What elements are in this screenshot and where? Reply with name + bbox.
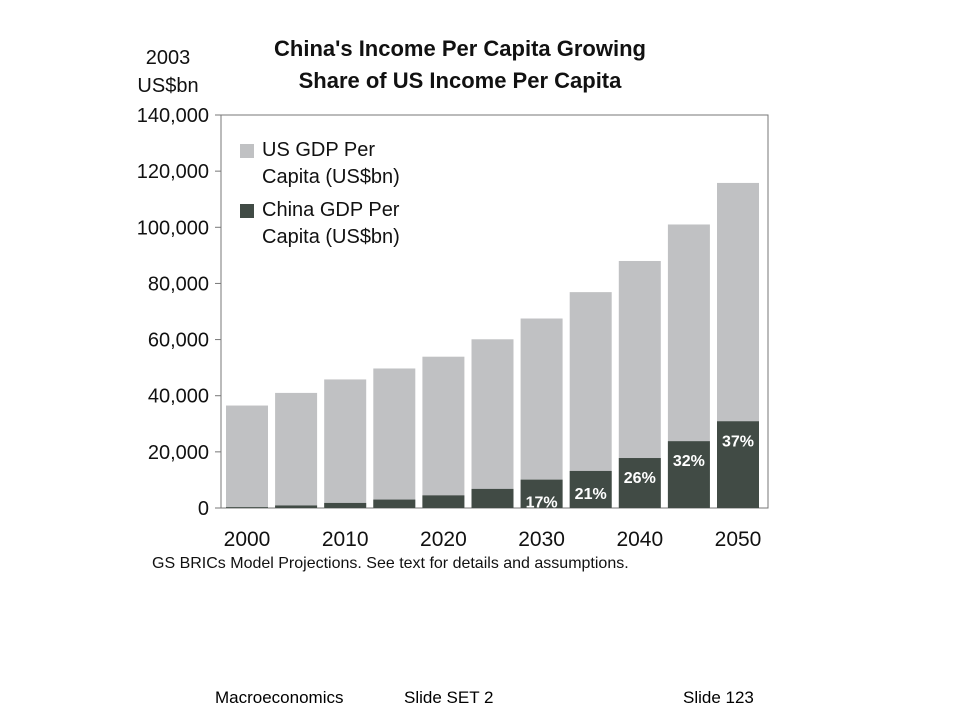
legend-swatch-china (240, 204, 254, 218)
chart-title-line1: China's Income Per Capita Growing (274, 36, 646, 61)
legend-swatch-us (240, 144, 254, 158)
china-gdp-bar (324, 502, 367, 508)
us-gdp-bar (226, 405, 268, 508)
share-annotation: 21% (575, 486, 607, 503)
x-tick-label: 2000 (224, 528, 271, 551)
chart-title-line2: Share of US Income Per Capita (299, 68, 623, 93)
y-tick-label: 140,000 (137, 105, 209, 127)
x-tick-label: 2040 (616, 528, 663, 551)
china-gdp-bar (275, 505, 318, 508)
y-tick-label: 40,000 (148, 386, 209, 408)
us-gdp-bar (373, 368, 416, 508)
share-annotation: 26% (624, 470, 656, 487)
china-gdp-bar (618, 458, 661, 508)
legend-label: Capita (US$bn) (262, 226, 400, 248)
china-gdp-bar (471, 488, 514, 508)
china-gdp-bar (226, 507, 268, 508)
legend-label: US GDP Per (262, 139, 375, 161)
y-tick-label: 100,000 (137, 217, 209, 239)
legend-label: Capita (US$bn) (262, 166, 400, 188)
china-gdp-bar (717, 421, 759, 508)
us-gdp-bar (471, 339, 514, 508)
share-annotation: 32% (673, 453, 705, 470)
y-axis-label-line2: US$bn (137, 75, 198, 97)
footer-slide-set: Slide SET 2 (404, 688, 494, 707)
us-gdp-bar (422, 356, 465, 508)
legend: US GDP Per Capita (US$bn) China GDP Per Cap… (240, 139, 400, 248)
footer-course: Macroeconomics (215, 688, 344, 707)
y-tick-label: 80,000 (148, 273, 209, 295)
legend-label: China GDP Per (262, 199, 400, 221)
y-tick-label: 120,000 (137, 161, 209, 183)
footer-slide-number: Slide 123 (683, 688, 754, 707)
x-tick-label: 2050 (715, 528, 762, 551)
x-tick-label: 2020 (420, 528, 467, 551)
y-axis-label-line1: 2003 (146, 47, 191, 69)
y-tick-label: 20,000 (148, 442, 209, 464)
share-annotation: 17% (526, 495, 558, 512)
china-gdp-bar (422, 495, 465, 508)
china-gdp-bar (667, 441, 710, 508)
share-annotation: 37% (722, 433, 754, 450)
x-tick-label: 2030 (518, 528, 565, 551)
us-gdp-bar (520, 318, 563, 508)
china-gdp-bar (373, 499, 416, 508)
source-note: GS BRICs Model Projections. See text for… (152, 555, 629, 572)
y-tick-label: 0 (198, 498, 209, 520)
y-tick-label: 60,000 (148, 330, 209, 352)
x-tick-label: 2010 (322, 528, 369, 551)
china-gdp-bar (569, 470, 612, 508)
us-gdp-bar (324, 379, 367, 508)
china-gdp-bar (520, 479, 563, 508)
us-gdp-bar (275, 392, 318, 508)
